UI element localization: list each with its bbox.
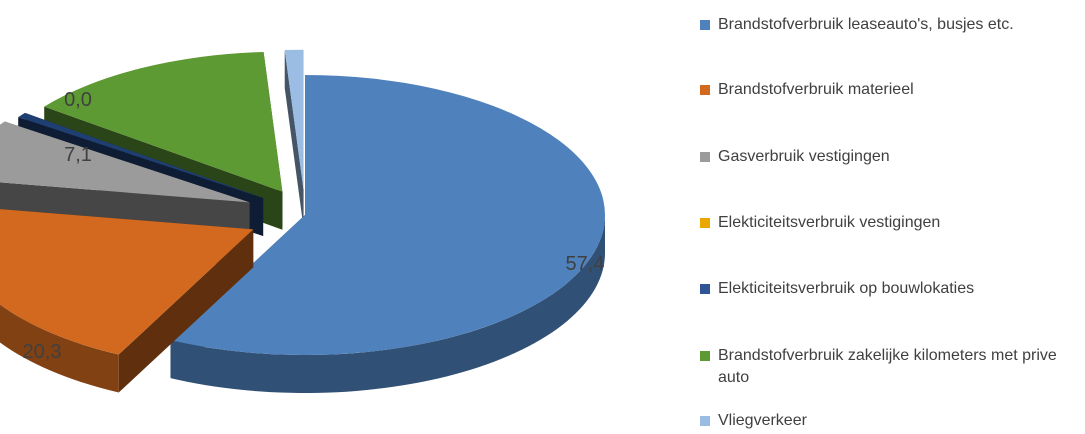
legend-item-lease: Brandstofverbruik leaseauto's, busjes et… — [700, 14, 1078, 36]
legend-swatch-gas — [700, 152, 710, 162]
data-label-2: 7,1 — [64, 144, 92, 166]
slice-1-side — [0, 304, 119, 393]
data-label-1: 20,3 — [23, 341, 62, 363]
slice-2-top — [0, 121, 250, 203]
slice-1-top — [0, 209, 254, 355]
slice-4-top — [18, 112, 264, 199]
slice-6-wall-start — [284, 49, 304, 228]
slice-5-top — [44, 51, 283, 192]
legend-label-elek-bouw: Elekticiteitsverbruik op bouwlokaties — [718, 280, 975, 297]
legend-label-prive-auto: Brandstofverbruik zakelijke kilometers m… — [718, 347, 1057, 386]
legend-swatch-elek-bouw — [700, 284, 710, 294]
data-label-0: 57,4 — [566, 253, 605, 275]
legend-swatch-vliegverkeer — [700, 416, 710, 426]
legend-item-vliegverkeer: Vliegverkeer — [700, 410, 1078, 432]
legend-label-elek-vestigingen: Elekticiteitsverbruik vestigingen — [718, 214, 941, 231]
legend-item-materieel: Brandstofverbruik materieel — [700, 79, 1078, 101]
slice-0-top — [170, 75, 606, 355]
legend-label-lease: Brandstofverbruik leaseauto's, busjes et… — [718, 16, 1014, 33]
slice-1-group — [0, 209, 254, 393]
pie-chart-svg: 57,4 20,3 7,1 0,0 — [0, 49, 606, 393]
legend-label-materieel: Brandstofverbruik materieel — [718, 81, 914, 98]
slice-6-top — [284, 49, 304, 190]
chart-legend: Brandstofverbruik leaseauto's, busjes et… — [700, 0, 1085, 429]
legend-item-gas: Gasverbruik vestigingen — [700, 146, 1078, 168]
legend-swatch-prive-auto — [700, 351, 710, 361]
pie-chart: 57,4 20,3 7,1 0,0 — [0, 49, 606, 393]
legend-label-gas: Gasverbruik vestigingen — [718, 148, 890, 165]
slice-0-side — [170, 215, 605, 393]
legend-swatch-lease — [700, 20, 710, 30]
slice-6-group — [284, 49, 304, 228]
data-label-3: 0,0 — [64, 89, 92, 111]
legend-item-elek-vestigingen: Elekticiteitsverbruik vestigingen — [700, 212, 1078, 234]
slice-1-wall-start — [118, 229, 254, 393]
legend-swatch-materieel — [700, 85, 710, 95]
legend-swatch-elek-vestigingen — [700, 218, 710, 228]
legend-item-elek-bouw: Elekticiteitsverbruik op bouwlokaties — [700, 278, 1078, 300]
legend-label-vliegverkeer: Vliegverkeer — [718, 412, 807, 429]
legend-item-prive-auto: Brandstofverbruik zakelijke kilometers m… — [700, 345, 1078, 389]
slice-0-group — [170, 75, 606, 393]
